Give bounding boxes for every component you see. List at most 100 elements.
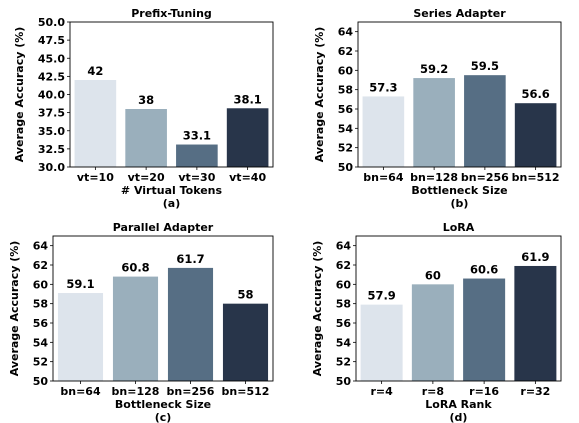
y-tick-label: 58 xyxy=(338,84,353,97)
plot-frame xyxy=(52,235,274,382)
panel-caption: (b) xyxy=(451,197,469,210)
data-label: 59.5 xyxy=(471,59,499,73)
x-tick-label: vt=10 xyxy=(77,171,114,184)
y-tick-label: 64 xyxy=(336,240,352,253)
data-label: 60.8 xyxy=(121,261,149,275)
panel-caption: (d) xyxy=(450,411,468,423)
y-axis-label: Average Accuracy (%) xyxy=(13,27,26,163)
y-tick-label: 35.0 xyxy=(38,125,65,138)
x-axis-label: Bottleneck Size xyxy=(115,398,211,411)
panel-caption: (c) xyxy=(155,411,172,423)
y-tick-label: 52 xyxy=(336,356,351,369)
bar xyxy=(411,284,454,381)
bar xyxy=(125,109,167,167)
y-tick-label: 30.0 xyxy=(38,161,65,174)
plot-frame xyxy=(355,235,562,382)
y-tick-label: 56 xyxy=(338,103,354,116)
bar xyxy=(167,267,214,381)
data-label: 33.1 xyxy=(183,129,211,143)
plot-frame xyxy=(69,21,274,168)
data-label: 57.3 xyxy=(369,80,397,94)
data-label: 56.6 xyxy=(521,87,549,101)
x-tick-label: vt=40 xyxy=(229,171,266,184)
bar xyxy=(514,103,557,167)
data-label: 38.1 xyxy=(233,92,261,106)
chart-panel-1: Series Adapter 57.3 bn=64 59.2 bn=128 59.5 bn=… xyxy=(313,7,562,210)
x-tick-label: bn=256 xyxy=(461,171,509,184)
data-label: 61.7 xyxy=(176,252,204,266)
y-tick-label: 56 xyxy=(33,317,49,330)
x-tick-label: vt=20 xyxy=(128,171,165,184)
bar xyxy=(74,80,117,167)
y-tick-label: 56 xyxy=(336,317,352,330)
y-axis-label: Average Accuracy (%) xyxy=(8,241,21,377)
data-label: 59.1 xyxy=(66,277,94,291)
y-tick-label: 58 xyxy=(336,298,351,311)
x-tick-label: r=4 xyxy=(370,385,393,398)
y-tick-label: 40.0 xyxy=(38,89,65,102)
chart-panel-3: LoRA 57.9 r=4 60 r=8 60.6 r=16 61.9 r=32 50 52 54 56… xyxy=(311,221,562,423)
y-tick-label: 64 xyxy=(33,240,49,253)
y-tick-label: 54 xyxy=(336,336,352,349)
y-axis-label: Average Accuracy (%) xyxy=(311,241,324,377)
y-tick-label: 50.0 xyxy=(38,16,65,29)
y-tick-label: 54 xyxy=(338,122,354,135)
y-tick-label: 62 xyxy=(33,259,48,272)
y-tick-label: 60 xyxy=(336,278,352,291)
y-tick-label: 52 xyxy=(338,142,353,155)
x-tick-label: vt=30 xyxy=(178,171,215,184)
y-tick-label: 50 xyxy=(336,375,352,388)
x-tick-label: r=8 xyxy=(422,385,444,398)
y-tick-label: 64 xyxy=(338,26,354,39)
bar xyxy=(360,304,403,381)
bar xyxy=(112,276,159,381)
x-tick-label: bn=64 xyxy=(363,171,404,184)
y-tick-label: 50 xyxy=(338,161,354,174)
y-tick-label: 50 xyxy=(33,375,49,388)
y-tick-label: 62 xyxy=(336,259,351,272)
bar xyxy=(226,108,269,167)
x-tick-label: bn=128 xyxy=(410,171,458,184)
x-tick-label: r=16 xyxy=(469,385,499,398)
bar xyxy=(176,144,218,167)
y-tick-label: 52 xyxy=(33,356,48,369)
x-tick-label: bn=256 xyxy=(167,385,215,398)
y-tick-label: 60 xyxy=(338,64,354,77)
bar xyxy=(222,303,269,381)
y-tick-label: 60 xyxy=(33,278,49,291)
chart-title: LoRA xyxy=(443,221,475,234)
data-label: 58 xyxy=(237,288,253,302)
data-label: 61.9 xyxy=(521,250,549,264)
data-label: 59.2 xyxy=(420,62,448,76)
data-label: 60.6 xyxy=(470,263,498,277)
chart-panel-0: Prefix-Tuning 42 vt=10 38 vt=20 33.1 vt=30 38.1… xyxy=(13,7,274,210)
y-tick-label: 47.5 xyxy=(38,34,65,47)
y-axis-label: Average Accuracy (%) xyxy=(313,27,326,163)
bar xyxy=(464,75,506,167)
bar xyxy=(57,293,104,381)
chart-panel-2: Parallel Adapter 59.1 bn=64 60.8 bn=128 61.7 b… xyxy=(8,221,274,423)
x-tick-label: bn=128 xyxy=(112,385,160,398)
x-tick-label: bn=512 xyxy=(512,171,560,184)
x-tick-label: r=32 xyxy=(520,385,550,398)
bar xyxy=(463,278,506,381)
data-label: 42 xyxy=(87,64,103,78)
y-tick-label: 45.0 xyxy=(38,52,65,65)
bar xyxy=(514,265,557,381)
x-axis-label: Bottleneck Size xyxy=(411,184,507,197)
data-label: 60 xyxy=(425,268,441,282)
y-tick-label: 37.5 xyxy=(38,107,65,120)
chart-title: Parallel Adapter xyxy=(113,221,214,234)
chart-title: Series Adapter xyxy=(413,7,506,20)
y-tick-label: 58 xyxy=(33,298,48,311)
y-tick-label: 42.5 xyxy=(38,70,65,83)
x-tick-label: bn=512 xyxy=(222,385,270,398)
y-tick-label: 54 xyxy=(33,336,49,349)
panel-caption: (a) xyxy=(163,197,180,210)
plot-frame xyxy=(357,21,562,168)
x-axis-label: LoRA Rank xyxy=(425,398,492,411)
chart-title: Prefix-Tuning xyxy=(131,7,212,20)
y-tick-label: 32.5 xyxy=(38,143,65,156)
bar xyxy=(413,78,455,167)
